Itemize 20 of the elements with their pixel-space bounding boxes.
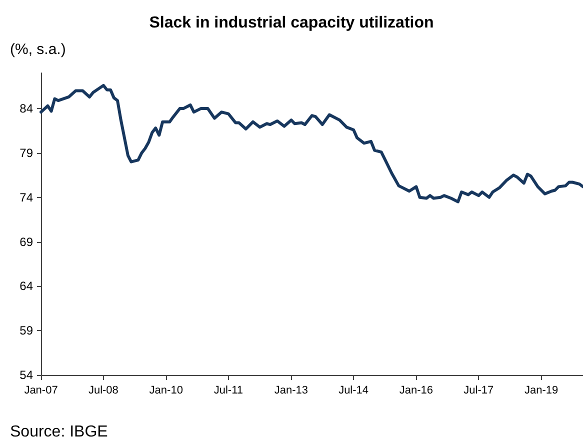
line-series [40,84,583,204]
x-tick-label: Jan-13 [274,384,308,396]
y-tick-label: 54 [20,368,34,382]
y-tick-label: 74 [20,190,34,204]
y-tick-label: 69 [20,234,34,249]
x-tick-label: Jul-08 [88,384,118,396]
y-tick-label: 59 [20,324,34,338]
y-tick-label: 79 [20,146,34,160]
x-tick-label: Jul-17 [464,384,494,396]
x-tick-label: Jul-14 [338,384,369,396]
y-axis-title: (%, s.a.) [10,41,66,58]
x-tick-label: Jan-07 [24,384,58,396]
x-tick-label: Jul-11 [214,384,244,396]
y-tick-label: 84 [20,102,34,116]
chart-title: Slack in industrial capacity utilization [149,14,434,32]
x-tick-label: Jan-19 [524,384,558,396]
x-tick-label: Jan-10 [149,384,183,396]
y-tick-label: 64 [20,279,34,294]
x-tick-label: Jan-16 [399,384,434,396]
source-note: Source: IBGE [10,424,108,440]
